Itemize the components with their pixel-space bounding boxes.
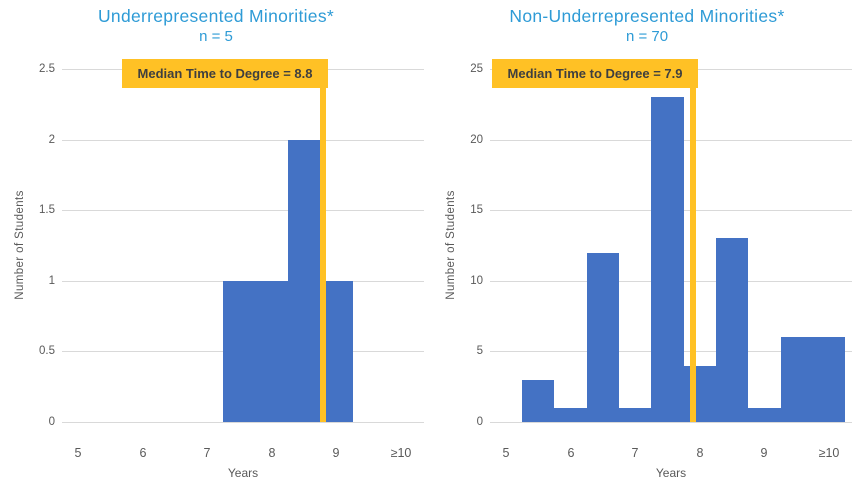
x-tick-label: 9 [760, 446, 768, 460]
x-tick-label: 8 [696, 446, 704, 460]
chart-non-underrepresented-minorities: Non-Underrepresented Minorities* n = 70 … [431, 0, 863, 483]
x-tick-label: 6 [567, 446, 575, 460]
chart-sample-size: n = 70 [625, 28, 669, 45]
y-tick-label: 5 [476, 345, 483, 357]
x-tick-label: 9 [332, 446, 340, 460]
histogram-bar [813, 337, 845, 422]
x-tick-label: 8 [268, 446, 276, 460]
y-tick-label: 2 [48, 134, 55, 146]
histogram-bar [288, 140, 320, 422]
histogram-bar [554, 408, 587, 422]
median-line [320, 88, 326, 422]
median-line [690, 88, 696, 422]
y-tick-label: 1 [48, 275, 55, 287]
histogram-bar [781, 337, 813, 422]
x-tick-label: ≥10 [818, 446, 840, 460]
y-tick-label: 10 [470, 275, 483, 287]
y-tick-label: 2.5 [39, 63, 55, 75]
x-tick-label: 7 [203, 446, 211, 460]
x-axis-title: Years [227, 466, 259, 480]
x-tick-label: 6 [139, 446, 147, 460]
gridline [62, 140, 424, 141]
y-tick-label: 25 [470, 63, 483, 75]
histogram-bar [587, 253, 619, 422]
y-tick-label: 1.5 [39, 204, 55, 216]
histogram-bar [716, 238, 748, 422]
chart-title: Non-Underrepresented Minorities* [509, 6, 785, 26]
y-tick-label: 0 [48, 416, 55, 428]
plot-area: 0 0.5 1 1.5 2 2.5 5 6 7 8 9 ≥10 [39, 63, 424, 460]
y-tick-label: 15 [470, 204, 483, 216]
plot-area: 0 5 10 15 20 25 5 6 7 8 9 ≥10 [431, 0, 863, 483]
y-tick-label: 20 [470, 134, 483, 146]
gridline [62, 422, 424, 423]
x-tick-label: 5 [502, 446, 510, 460]
chart-underrepresented-minorities: Underrepresented Minorities* n = 5 Numbe… [14, 6, 424, 480]
x-tick-label: 7 [631, 446, 639, 460]
chart-title: Underrepresented Minorities* [97, 6, 334, 26]
median-callout: Median Time to Degree = 7.9 [492, 59, 698, 88]
x-axis-title: Years [655, 466, 687, 480]
x-tick-label: 5 [74, 446, 82, 460]
histogram-bar [651, 97, 684, 422]
y-tick-label: 0 [476, 416, 483, 428]
histogram-bar [223, 281, 256, 422]
histogram-bar [748, 408, 781, 422]
histogram-bar [522, 380, 554, 422]
median-callout: Median Time to Degree = 8.8 [122, 59, 328, 88]
x-tick-label: ≥10 [390, 446, 412, 460]
histogram-bar [684, 366, 716, 422]
histogram-bar [256, 281, 288, 422]
y-tick-label: 0.5 [39, 345, 55, 357]
chart-sample-size: n = 5 [199, 28, 233, 45]
gridline [62, 210, 424, 211]
histogram-bar [619, 408, 651, 422]
gridline [490, 422, 852, 423]
